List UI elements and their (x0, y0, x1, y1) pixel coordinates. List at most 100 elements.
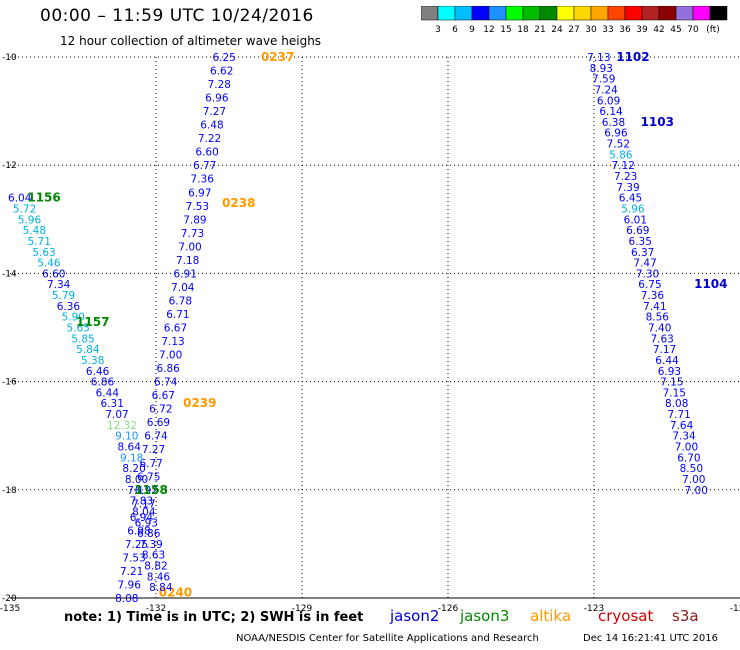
swh-value-jason3: 5.85 (71, 333, 94, 345)
swh-value-jason2: 7.64 (670, 420, 694, 432)
y-tick-label: -12 (2, 161, 17, 171)
swh-value-jason2: 7.12 (612, 160, 635, 172)
swh-value-jason3: 8.46 (147, 571, 171, 583)
colorbar-tick-label: 33 (602, 25, 613, 35)
swh-value-altika: 8.08 (115, 593, 138, 605)
swh-value-jason3: 7.34 (47, 279, 71, 291)
swh-value-altika: 6.92 (135, 485, 158, 497)
swh-value-jason2: 6.70 (677, 452, 700, 464)
swh-value-jason3: 8.00 (125, 474, 148, 486)
swh-value-jason3: 5.96 (18, 214, 42, 226)
swh-value-altika: 6.48 (200, 120, 223, 132)
swh-value-jason2: 7.00 (675, 442, 698, 454)
swh-value-jason2: 7.34 (672, 431, 696, 443)
swh-value-jason3: 8.82 (144, 561, 167, 573)
swh-value-altika: 6.75 (137, 471, 160, 483)
swh-value-altika: 6.69 (147, 417, 170, 429)
swh-value-jason3: 5.46 (37, 258, 61, 270)
swh-value-jason3: 5.38 (81, 355, 104, 367)
swh-value-jason3: 5.90 (62, 312, 85, 324)
pass-time-label-jason2: 1103 (641, 115, 674, 129)
chart-subtitle: 12 hour collection of altimeter wave hei… (60, 34, 322, 48)
swh-value-jason2: 6.45 (619, 193, 642, 205)
swh-value-jason3: 5.72 (13, 203, 36, 215)
swh-value-jason2: 7.39 (616, 182, 639, 194)
swh-value-jason2: 7.40 (648, 323, 671, 335)
swh-value-jason2: 7.23 (614, 171, 637, 183)
colorbar-unit: (ft) (706, 25, 720, 35)
pass-time-label-altika: 0238 (222, 196, 255, 210)
legend-item-jason2: jason2 (390, 607, 440, 625)
swh-value-altika: 6.62 (210, 66, 233, 78)
swh-value-jason2: 7.30 (636, 268, 659, 280)
swh-value-altika: 6.86 (156, 363, 180, 375)
swh-value-jason3: 5.63 (32, 247, 55, 259)
timestamp: Dec 14 16:21:41 UTC 2016 (583, 633, 718, 644)
swh-value-altika: 6.77 (193, 160, 216, 172)
pass-time-label-altika: 0239 (183, 396, 216, 410)
swh-value-jason3: 6.86 (137, 528, 161, 540)
swh-value-altika: 6.72 (149, 404, 172, 416)
swh-value-altika: 7.89 (183, 214, 206, 226)
legend-item-altika: altika (530, 607, 572, 625)
swh-value-jason2: 7.15 (660, 377, 683, 389)
pass-time-label-altika: 0237 (261, 50, 294, 64)
swh-value-altika: 6.94 (130, 512, 154, 524)
swh-value-altika: 6.98 (127, 525, 150, 537)
x-tick-label: -123 (584, 604, 604, 614)
swh-value-jason2: 8.08 (665, 398, 688, 410)
swh-value-jason2: 5.96 (621, 203, 645, 215)
swh-value-altika: 7.53 (122, 552, 145, 564)
swh-value-jason3: 6.46 (86, 366, 110, 378)
swh-value-jason2: 7.13 (587, 52, 610, 64)
swh-value-jason3: 8.04 (132, 506, 156, 518)
x-tick-label: -129 (292, 604, 313, 614)
swh-value-jason2: 7.71 (667, 409, 690, 421)
swh-value-jason3: 6.93 (135, 517, 158, 529)
swh-value-jason2: 8.56 (646, 312, 670, 324)
colorbar-tick-label: 6 (452, 25, 458, 35)
swh-value-altika: 7.18 (176, 255, 199, 267)
swh-value-jason3: 8.64 (118, 442, 142, 454)
x-tick-label: -126 (438, 604, 459, 614)
swh-value-jason3: 5.71 (28, 236, 51, 248)
swh-value-altika: 7.96 (118, 579, 142, 591)
swh-value-altika: 6.97 (188, 187, 211, 199)
swh-value-altika: 6.67 (164, 323, 187, 335)
swh-value-jason3: 6.60 (42, 268, 65, 280)
swh-value-altika: 6.96 (205, 93, 229, 105)
legend-item-cryosat: cryosat (598, 607, 654, 625)
y-tick-label: -18 (2, 486, 17, 496)
legend-item-jason3: jason3 (460, 607, 510, 625)
swh-value-altika: 7.13 (161, 336, 184, 348)
swh-value-jason3: 8.20 (122, 463, 145, 475)
swh-value-altika: 7.21 (120, 566, 143, 578)
swh-value-jason2: 6.37 (631, 247, 654, 259)
swh-value-altika: 6.71 (166, 309, 189, 321)
colorbar-tick-label: 39 (636, 25, 648, 35)
colorbar-swatch (709, 6, 728, 21)
legend-item-s3a: s3a (672, 607, 699, 625)
swh-value-jason2: 6.44 (655, 355, 679, 367)
colorbar-tick-label: 30 (585, 25, 597, 35)
swh-value-altika: 6.60 (195, 147, 218, 159)
swh-value-jason3: 7.07 (105, 409, 128, 421)
swh-value-jason2: 6.96 (604, 128, 628, 140)
swh-value-jason3: 5.79 (52, 290, 75, 302)
y-tick-label: -20 (2, 594, 17, 604)
swh-value-jason3: 9.18 (120, 452, 143, 464)
swh-value-jason2: 8.50 (680, 463, 703, 475)
x-tick-label: -135 (0, 604, 20, 614)
x-tick-label: -120 (730, 604, 740, 614)
colorbar-tick-label: 9 (469, 25, 475, 35)
swh-value-jason3: 5.65 (66, 323, 89, 335)
colorbar-tick-label: 15 (500, 25, 511, 35)
swh-value-altika: 6.78 (169, 295, 192, 307)
swh-value-jason2: 6.01 (624, 214, 647, 226)
swh-value-altika: 6.25 (212, 52, 235, 64)
swh-value-jason2: 5.86 (609, 149, 633, 161)
swh-value-jason2: 7.00 (685, 485, 708, 497)
swh-value-altika: 7.04 (171, 282, 195, 294)
swh-value-jason3: 6.44 (96, 387, 120, 399)
swh-value-jason3: 12.32 (107, 420, 137, 432)
